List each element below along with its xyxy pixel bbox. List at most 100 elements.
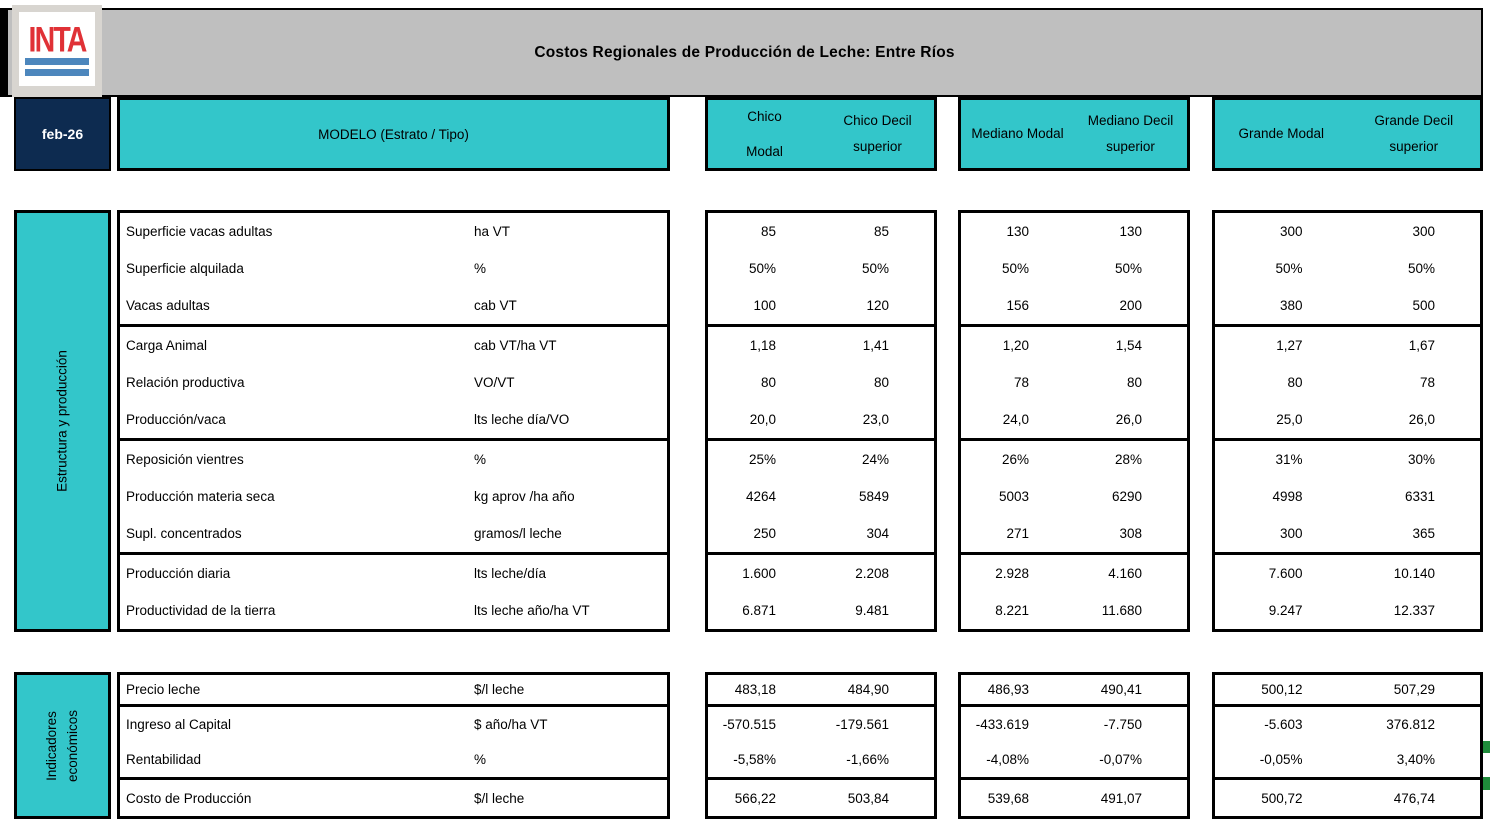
cell-value: 380 bbox=[1279, 298, 1303, 313]
cell-value: 10.140 bbox=[1393, 566, 1435, 581]
table-row: 1,18 1,41 bbox=[708, 327, 934, 364]
table-row: 5003 6290 bbox=[961, 478, 1187, 515]
table-row: Rentabilidad% bbox=[120, 742, 667, 777]
cell-value: -0,05% bbox=[1259, 752, 1303, 767]
column-header-chico-modal: Chico Modal bbox=[746, 108, 783, 159]
table-row: 483,18 484,90 bbox=[708, 675, 934, 704]
table-row: 25% 24% bbox=[708, 441, 934, 478]
table-row: 500,12 507,29 bbox=[1215, 675, 1480, 704]
row-group: 2.928 4.160 8.221 11.680 bbox=[958, 552, 1190, 632]
table-row: 80 80 bbox=[708, 364, 934, 401]
cell-value: 1,67 bbox=[1408, 338, 1435, 353]
row-unit: $/l leche bbox=[474, 790, 525, 806]
cell-value: 484,90 bbox=[847, 682, 889, 697]
row-label: Relación productiva bbox=[126, 375, 245, 390]
table-row: Ingreso al Capital $ año/ha VT bbox=[120, 707, 667, 742]
cell-value: 28% bbox=[1114, 452, 1142, 467]
table-row: 50% 50% bbox=[961, 250, 1187, 287]
cell-value: 200 bbox=[1119, 298, 1142, 313]
comment-marker[interactable] bbox=[1483, 777, 1490, 790]
cell-value: 50% bbox=[1407, 261, 1435, 276]
table-row: 50% 50% bbox=[1215, 250, 1480, 287]
cell-value: 9.247 bbox=[1268, 603, 1303, 618]
column-header-grande-modal: Grande Modal bbox=[1238, 126, 1325, 142]
row-unit: cab VT/ha VT bbox=[474, 338, 557, 353]
cell-value: 80 bbox=[760, 375, 776, 390]
table-row: Vacas adultas cab VT bbox=[120, 287, 667, 324]
column-header-mediano: Mediano Modal Mediano Decil superior bbox=[958, 97, 1190, 171]
row-group: Ingreso al Capital $ año/ha VT Rentabilida… bbox=[117, 704, 670, 780]
row-group: 25% 24% 4264 5849 250 304 bbox=[705, 438, 937, 555]
row-unit: cab VT bbox=[474, 298, 517, 313]
row-unit: ha VT bbox=[474, 224, 511, 239]
cell-value: 78 bbox=[1419, 375, 1435, 390]
cell-value: -0,07% bbox=[1099, 752, 1142, 767]
table-row: 1,20 1,54 bbox=[961, 327, 1187, 364]
values-panel-chico-indicadores: 483,18 484,90 -570.515 -179.561 -5,58% -1,66%… bbox=[705, 672, 937, 819]
cell-value: 507,29 bbox=[1393, 682, 1435, 697]
table-row: 539,68 491,07 bbox=[961, 780, 1187, 816]
cell-value: 490,41 bbox=[1100, 682, 1142, 697]
table-row: 566,22 503,84 bbox=[708, 780, 934, 816]
cell-value: 80 bbox=[1126, 375, 1142, 390]
table-row: 100 120 bbox=[708, 287, 934, 324]
row-label: Producción/vaca bbox=[126, 412, 226, 427]
cell-value: 85 bbox=[760, 224, 776, 239]
row-group: 539,68 491,07 bbox=[958, 777, 1190, 819]
row-group: Costo de Producción $/l leche bbox=[117, 777, 670, 819]
row-group: Superficie vacas adultas ha VT Superficie … bbox=[117, 210, 670, 327]
table-row: -5.603 376.812 bbox=[1215, 707, 1480, 742]
row-unit: % bbox=[474, 261, 487, 276]
table-row: 1.600 2.208 bbox=[708, 555, 934, 592]
table-row: 300 365 bbox=[1215, 515, 1480, 552]
row-group: 31% 30% 4998 6331 300 365 bbox=[1212, 438, 1483, 555]
cell-value: 24% bbox=[861, 452, 889, 467]
row-unit: kg aprov /ha año bbox=[474, 489, 575, 504]
cell-value: 26,0 bbox=[1408, 412, 1435, 427]
table-row: 9.247 12.337 bbox=[1215, 592, 1480, 629]
inta-logo-bar bbox=[25, 69, 89, 77]
table-row: 26% 28% bbox=[961, 441, 1187, 478]
table-row: 50% 50% bbox=[708, 250, 934, 287]
model-header: MODELO (Estrato / Tipo) bbox=[117, 97, 670, 171]
values-panel-grande-indicadores: 500,12 507,29 -5.603 376.812 -0,05% 3,40% 500,… bbox=[1212, 672, 1483, 819]
table-row: Supl. concentrados gramos/l leche bbox=[120, 515, 667, 552]
cell-value: 1,18 bbox=[749, 338, 776, 353]
cell-value: 25,0 bbox=[1276, 412, 1303, 427]
column-header-chico: Chico Modal Chico Decil superior bbox=[705, 97, 937, 171]
row-label: Supl. concentrados bbox=[126, 526, 242, 541]
section-side-estructura: Estructura y producción bbox=[14, 210, 111, 632]
cell-value: 271 bbox=[1006, 526, 1029, 541]
table-row: Productividad de la tierra lts leche año/… bbox=[120, 592, 667, 629]
side-label-text: Estructura y producción bbox=[54, 350, 70, 492]
cell-value: 100 bbox=[753, 298, 776, 313]
row-group: 486,93 490,41 bbox=[958, 672, 1190, 707]
table-row: 25,0 26,0 bbox=[1215, 401, 1480, 438]
table-row: -570.515 -179.561 bbox=[708, 707, 934, 742]
row-label: Rentabilidad bbox=[126, 752, 202, 767]
cell-value: 300 bbox=[1279, 526, 1303, 541]
cell-value: 6290 bbox=[1111, 489, 1142, 504]
table-row: 8.221 11.680 bbox=[961, 592, 1187, 629]
row-unit: VO/VT bbox=[474, 375, 515, 390]
table-row: 78 80 bbox=[961, 364, 1187, 401]
cell-value: 26% bbox=[1001, 452, 1029, 467]
table-row: 4998 6331 bbox=[1215, 478, 1480, 515]
labels-panel-indicadores: Precio leche $/l leche Ingreso al Capital $… bbox=[117, 672, 670, 819]
table-row: -433.619 -7.750 bbox=[961, 707, 1187, 742]
cell-value: 26,0 bbox=[1115, 412, 1142, 427]
table-row: 380 500 bbox=[1215, 287, 1480, 324]
cell-value: 300 bbox=[1279, 224, 1303, 239]
table-row: 130 130 bbox=[961, 213, 1187, 250]
cell-value: 20,0 bbox=[749, 412, 776, 427]
cell-value: 23,0 bbox=[862, 412, 889, 427]
cell-value: 50% bbox=[1114, 261, 1142, 276]
row-group: 500,12 507,29 bbox=[1212, 672, 1483, 707]
row-unit: $ año/ha VT bbox=[474, 717, 548, 732]
comment-marker[interactable] bbox=[1483, 741, 1490, 753]
table-row: 85 85 bbox=[708, 213, 934, 250]
table-row: -5,58% -1,66% bbox=[708, 742, 934, 777]
cell-value: 78 bbox=[1013, 375, 1029, 390]
date-badge: feb-26 bbox=[14, 97, 111, 171]
row-unit: $/l leche bbox=[474, 682, 525, 697]
